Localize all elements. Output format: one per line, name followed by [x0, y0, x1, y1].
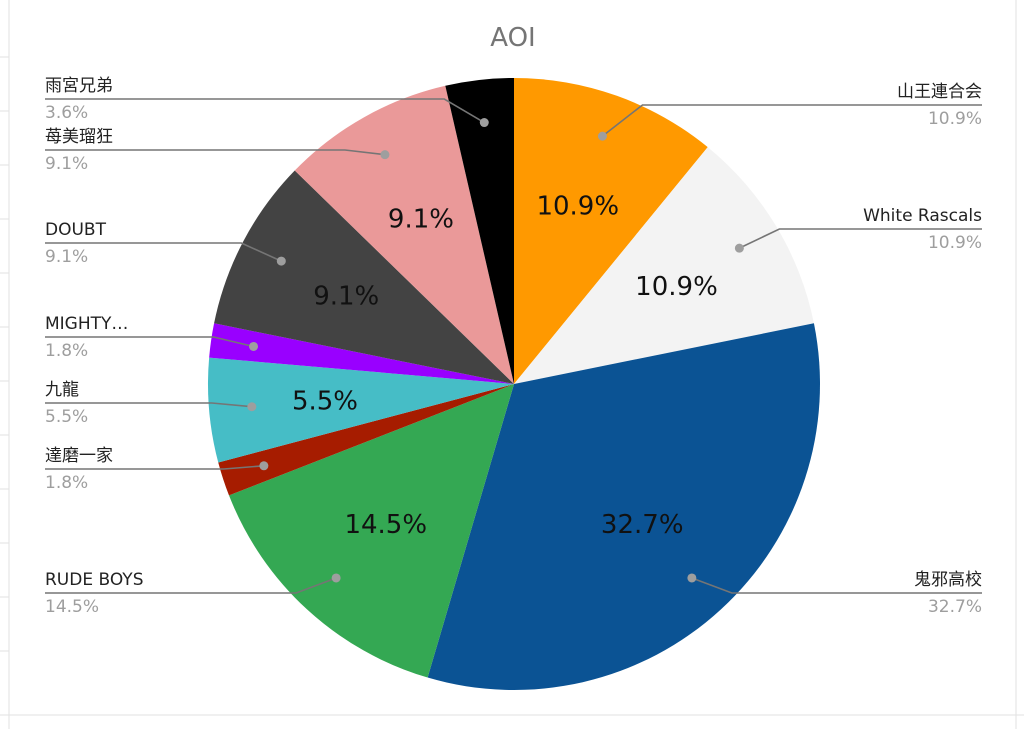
pie-slice-item — [445, 78, 514, 384]
slice-percent-outside: 1.8% — [45, 473, 88, 493]
slice-percent-label: 32.7% — [601, 510, 684, 540]
slice-percent-outside: 9.1% — [45, 247, 88, 267]
slice-percent-outside: 5.5% — [45, 407, 88, 427]
slice-percent-outside: 10.9% — [928, 109, 982, 129]
leader-dot — [597, 131, 607, 141]
chart-title: AOI — [490, 23, 535, 53]
outside-labels: 山王連合会 10.9% White Rascals 10.9% 鬼邪高校 32.7% RUD… — [45, 76, 982, 617]
leader-dot — [479, 118, 489, 128]
leader-line — [739, 228, 982, 249]
slice-name-label: 鬼邪高校 — [914, 570, 982, 590]
leader-line — [45, 149, 386, 156]
leader-dot — [259, 461, 269, 471]
inside-percentage-labels: 10.9% 10.9% 32.7% 14.5% 5.5% 9.1% 9.1% — [292, 191, 718, 540]
slice-name-label: DOUBT — [45, 220, 107, 240]
slice-name-label: 達磨一家 — [45, 446, 113, 466]
slice-name-label: MIGHTY… — [45, 314, 128, 334]
leader-dot — [331, 573, 341, 583]
pie-slice-mighty — [209, 323, 514, 384]
pie-slice-item — [207, 357, 514, 463]
slice-percent-label: 9.1% — [313, 281, 379, 311]
leader-line — [45, 336, 254, 348]
slice-name-label: 苺美瑠狂 — [45, 127, 113, 147]
leader-line — [45, 98, 485, 124]
leader-dot — [687, 573, 697, 583]
leader-line — [601, 104, 982, 137]
leader-dot — [249, 341, 259, 351]
slice-percent-outside: 32.7% — [928, 597, 982, 617]
slice-name-label: 九龍 — [45, 380, 79, 400]
slice-percent-outside: 9.1% — [45, 154, 88, 174]
slice-percent-label: 10.9% — [635, 272, 718, 302]
leader-dot — [734, 243, 744, 253]
slice-name-label: RUDE BOYS — [45, 570, 143, 590]
pie-slice-white-rascals — [514, 147, 814, 384]
slice-percent-label: 10.9% — [536, 191, 619, 221]
slice-percent-outside: 10.9% — [928, 233, 982, 253]
leader-line — [45, 577, 337, 594]
leader-dot — [276, 256, 286, 266]
leader-line — [691, 577, 982, 594]
slice-name-label: 雨宮兄弟 — [45, 76, 113, 96]
pie-slice-rude-boys — [229, 384, 514, 678]
pie-slice-item — [218, 384, 514, 496]
leader-line — [45, 242, 282, 262]
slice-percent-outside: 14.5% — [45, 597, 99, 617]
leader-line — [45, 464, 264, 470]
leader-dot — [247, 402, 257, 412]
slice-name-label: White Rascals — [863, 206, 982, 226]
pie-slice-item — [294, 85, 514, 384]
slice-percent-label: 5.5% — [292, 386, 358, 416]
leader-line — [45, 402, 252, 408]
leader-dot — [380, 150, 390, 160]
pie-slices — [207, 78, 820, 690]
slice-percent-outside: 3.6% — [45, 103, 88, 123]
slice-percent-label: 9.1% — [388, 205, 454, 235]
pie-slice-doubt — [214, 170, 514, 384]
pie-slice-item — [514, 78, 708, 384]
slice-percent-outside: 1.8% — [45, 341, 88, 361]
slice-percent-label: 14.5% — [344, 510, 427, 540]
slice-name-label: 山王連合会 — [897, 82, 982, 102]
pie-slice-item — [427, 323, 820, 690]
